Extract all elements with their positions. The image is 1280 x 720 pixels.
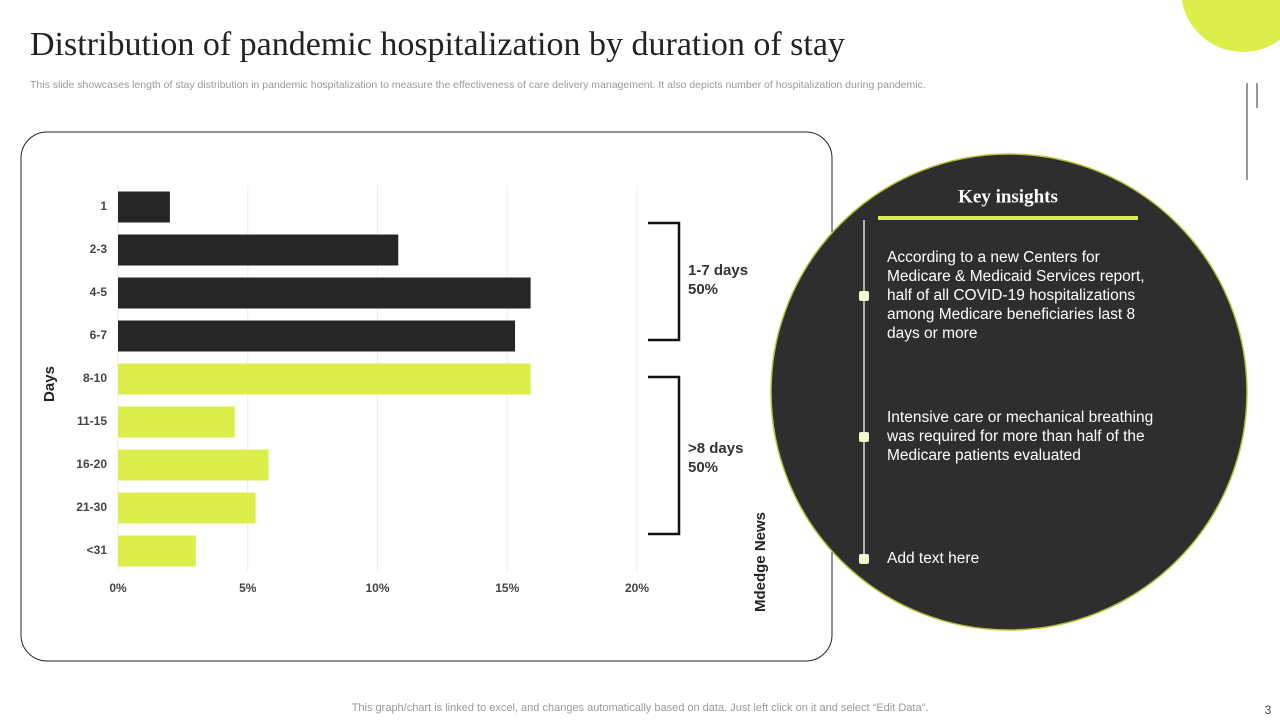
bullet bbox=[859, 432, 869, 442]
title: Distribution of pandemic hospitalization… bbox=[30, 26, 845, 63]
x-tick-label: 0% bbox=[109, 581, 127, 595]
bracket-label: >8 days bbox=[688, 440, 743, 457]
y-axis-label: Days bbox=[41, 366, 58, 402]
y-tick-label: 4-5 bbox=[90, 285, 108, 299]
bar bbox=[118, 406, 235, 438]
y-tick-label: <31 bbox=[87, 543, 108, 557]
x-tick-label: 20% bbox=[625, 581, 649, 595]
bar bbox=[118, 535, 196, 567]
y-tick-label: 2-3 bbox=[90, 242, 108, 256]
y-tick-label: 1 bbox=[100, 199, 107, 213]
bracket-label: 50% bbox=[688, 459, 718, 476]
decor-circle bbox=[1181, 0, 1280, 52]
y-tick-label: 16-20 bbox=[76, 457, 107, 471]
insights-title: Key insights bbox=[958, 186, 1058, 207]
subtitle: This slide showcases length of stay dist… bbox=[30, 79, 926, 91]
x-tick-label: 5% bbox=[239, 581, 257, 595]
y-tick-label: 6-7 bbox=[90, 328, 108, 342]
y-tick-label: 11-15 bbox=[77, 414, 107, 428]
bar bbox=[118, 277, 531, 309]
footer-note: This graph/chart is linked to excel, and… bbox=[352, 702, 929, 714]
x-tick-label: 10% bbox=[365, 581, 389, 595]
bracket-label: 1-7 days bbox=[688, 262, 748, 279]
bar bbox=[118, 363, 531, 395]
bracket-label: 50% bbox=[688, 281, 718, 298]
insight-circle bbox=[770, 153, 1248, 631]
insight-text: According to a new Centers for Medicare … bbox=[887, 249, 1145, 342]
insight-text: Intensive care or mechanical breathing w… bbox=[887, 409, 1154, 464]
bar bbox=[118, 449, 269, 481]
bullet bbox=[859, 291, 869, 301]
y-tick-label: 21-30 bbox=[76, 500, 107, 514]
y-tick-label: 8-10 bbox=[83, 371, 107, 385]
page-number: 3 bbox=[1265, 703, 1272, 717]
x-tick-label: 15% bbox=[495, 581, 519, 595]
bracket bbox=[648, 221, 681, 342]
bar bbox=[118, 234, 399, 266]
bracket bbox=[648, 375, 681, 536]
bar bbox=[118, 492, 256, 524]
bar bbox=[118, 191, 170, 223]
insight-text: Add text here bbox=[887, 550, 980, 567]
source-label: Mdedge News bbox=[752, 512, 769, 612]
bullet bbox=[859, 554, 869, 564]
bar bbox=[118, 320, 516, 352]
